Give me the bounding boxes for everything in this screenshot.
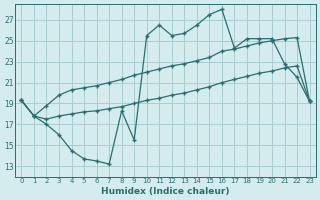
X-axis label: Humidex (Indice chaleur): Humidex (Indice chaleur) [101, 187, 230, 196]
